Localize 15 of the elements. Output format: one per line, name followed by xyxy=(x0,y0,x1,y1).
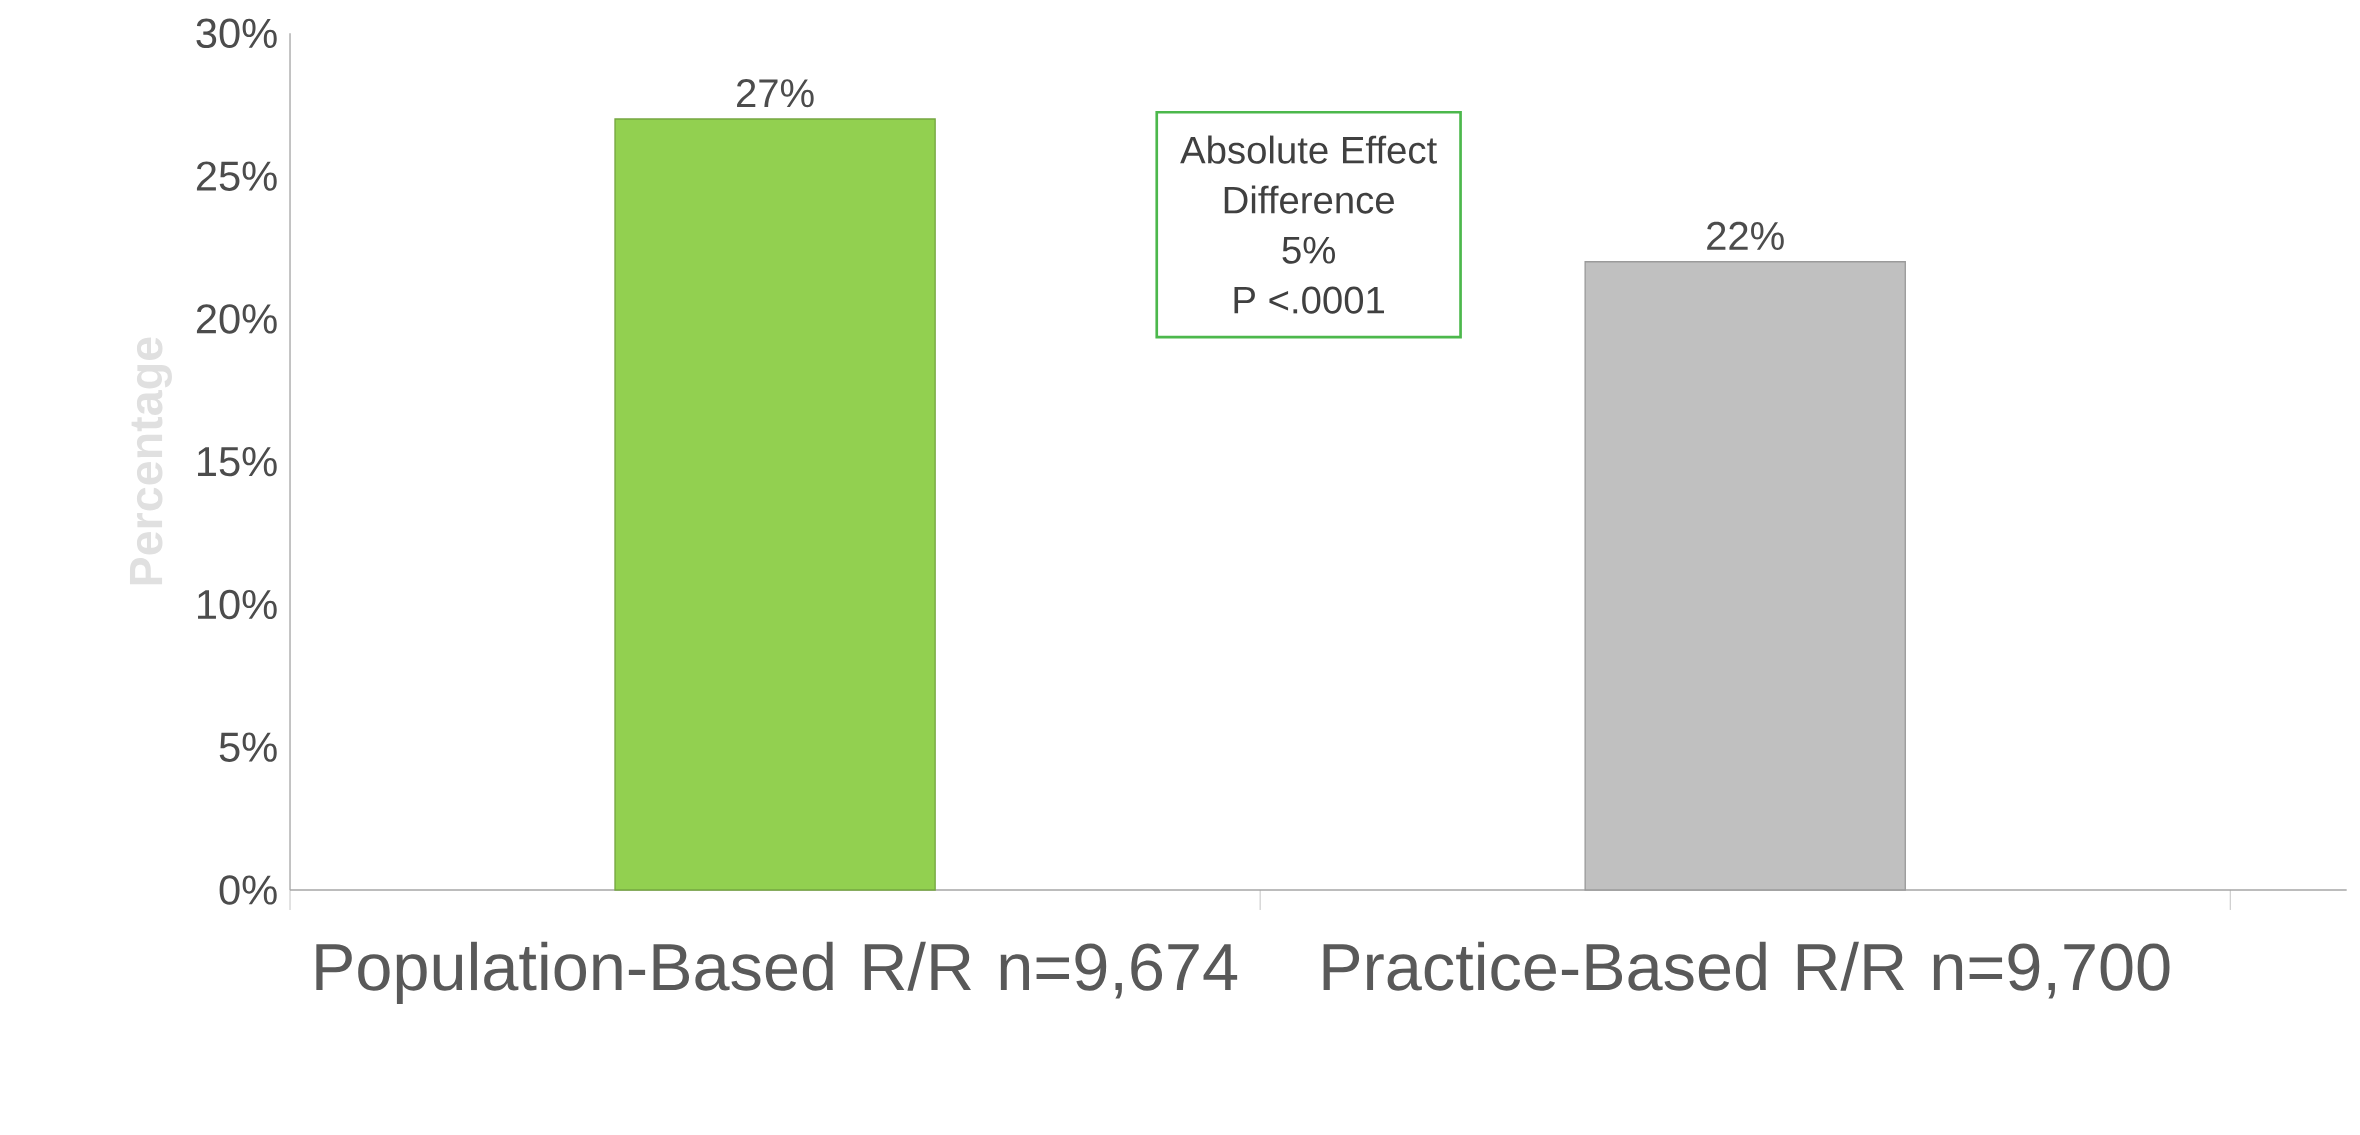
data-label: 27% xyxy=(737,79,814,108)
y-tick-label: 10% xyxy=(198,589,277,620)
annotation: Absolute Effect xyxy=(1180,135,1437,164)
annotation: Difference xyxy=(1224,185,1394,214)
annotation: P <.0001 xyxy=(1234,286,1384,314)
y-tick-label: 5% xyxy=(219,732,277,762)
y-tick-label: 0% xyxy=(219,875,277,905)
y-tick-label: 30% xyxy=(196,18,277,49)
y-tick-label: 25% xyxy=(196,161,277,191)
y-tick-label: 15% xyxy=(198,447,277,477)
x-tick-label: Population-Based R/R n=9,674 xyxy=(316,941,1238,1004)
data-label: 22% xyxy=(1707,221,1784,250)
annotation: 5% xyxy=(1282,236,1335,264)
y-tick-label: 20% xyxy=(196,304,277,334)
x-tick-label: Practice-Based R/R n=9,700 xyxy=(1323,941,2170,999)
